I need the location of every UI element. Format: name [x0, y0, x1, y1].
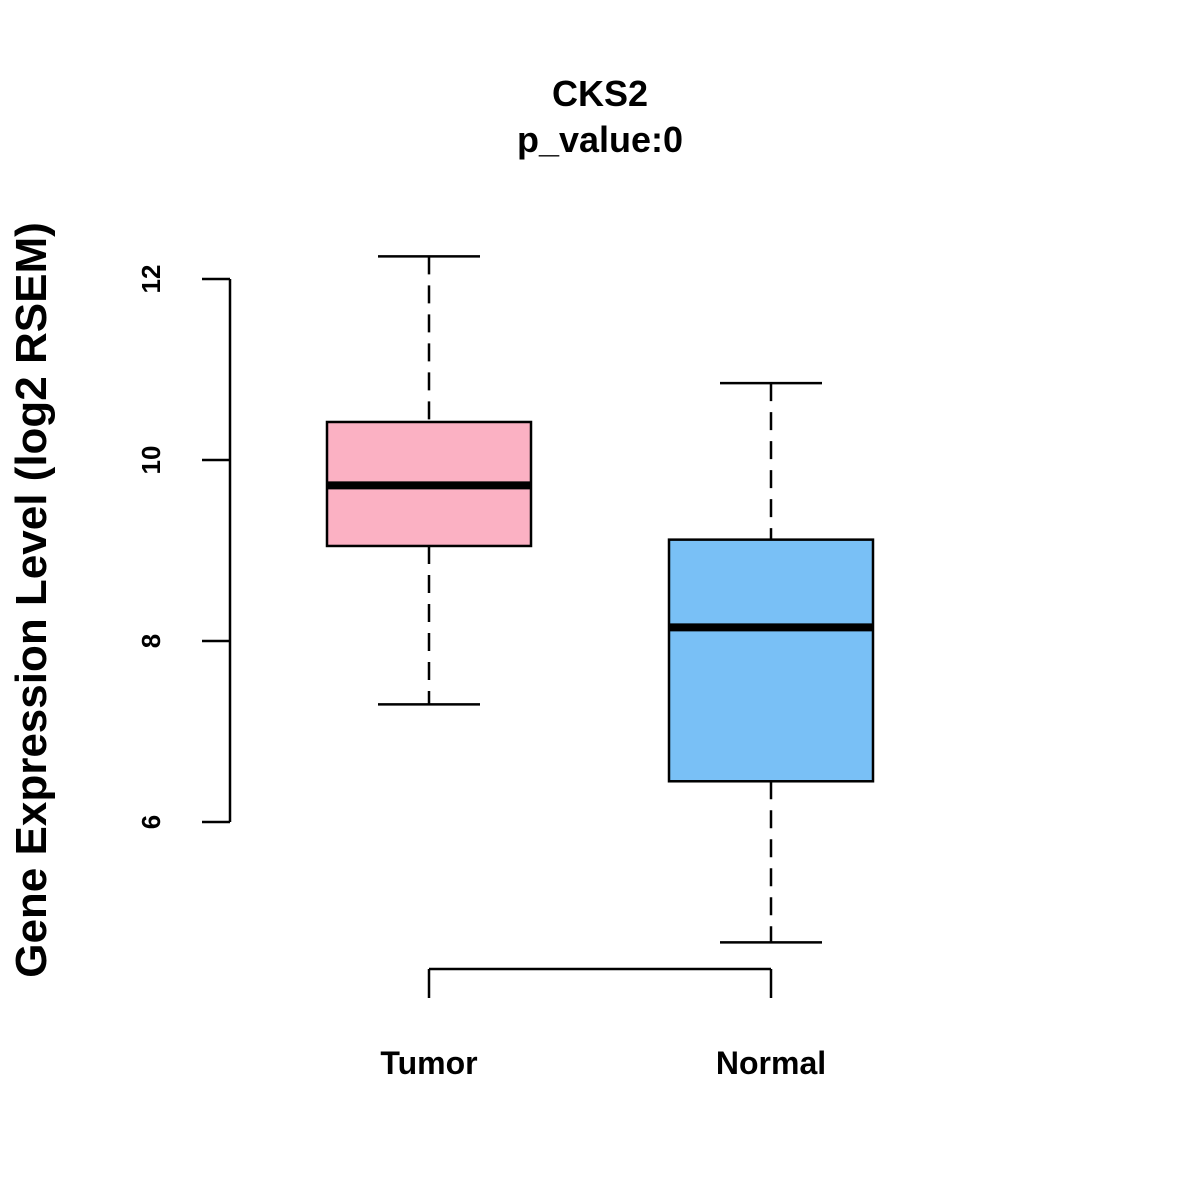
y-tick-label: 6	[136, 815, 166, 829]
y-tick-label: 10	[136, 446, 166, 475]
x-tick-label-tumor: Tumor	[380, 1045, 477, 1081]
iqr-box	[667, 538, 875, 783]
x-tick-label-normal: Normal	[716, 1045, 826, 1081]
y-tick-label: 8	[136, 634, 166, 648]
y-axis-label: Gene Expression Level (log2 RSEM)	[7, 222, 56, 978]
x-axis: Tumor Normal	[380, 967, 826, 1081]
box-normal	[667, 381, 875, 944]
y-tick-label: 12	[136, 265, 166, 294]
boxes	[325, 255, 875, 944]
chart-subtitle: p_value:0	[517, 119, 683, 160]
y-axis: 6 8 10 12	[136, 265, 232, 829]
chart-title: CKS2	[552, 73, 648, 114]
box-tumor	[325, 255, 533, 706]
